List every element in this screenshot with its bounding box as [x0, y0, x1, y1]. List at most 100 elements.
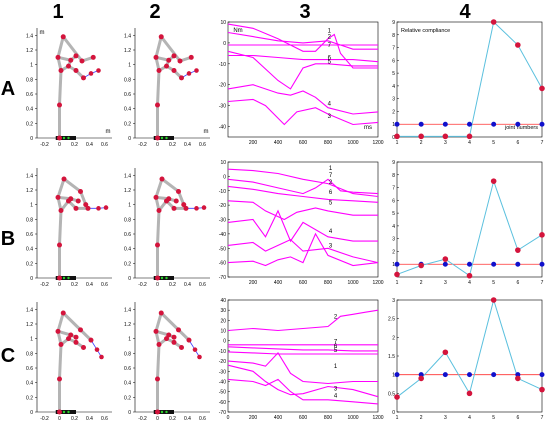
compliance-point — [539, 386, 545, 393]
skeleton-segment — [154, 311, 163, 333]
series-line-1 — [227, 351, 378, 385]
y-tick-label: -20 — [219, 83, 226, 89]
x-tick-label: 0 — [156, 416, 159, 422]
joint-marker — [173, 198, 179, 204]
y-tick-label: 40 — [220, 298, 226, 304]
series-label: 7 — [328, 43, 332, 49]
y-tick-label: 4 — [392, 224, 395, 230]
compliance-point — [490, 19, 497, 25]
compliance-line — [396, 298, 543, 398]
joint-marker — [158, 310, 164, 316]
skeleton-segment — [58, 69, 63, 107]
baseline-point — [394, 121, 400, 127]
joint-marker — [57, 102, 62, 108]
series-label: 2 — [329, 180, 333, 186]
baseline-point — [394, 372, 400, 378]
x-tick-label: 4 — [468, 140, 471, 146]
x-tick-label: 3 — [444, 140, 447, 146]
foot-bar — [55, 276, 76, 280]
x-tick-label: 0 — [58, 416, 61, 422]
joint-marker — [158, 34, 164, 40]
compliance-point — [394, 394, 400, 400]
baseline-point — [539, 261, 545, 267]
joint-marker — [159, 176, 165, 182]
series-label: 4 — [329, 229, 333, 235]
plot-frame — [227, 299, 379, 413]
joint-marker — [155, 242, 160, 248]
compliance-point — [442, 349, 449, 356]
joint-marker — [171, 334, 177, 340]
y-tick-label: 1 — [128, 337, 131, 343]
joint-marker — [81, 75, 86, 81]
joint-marker — [181, 202, 187, 208]
series-label: 7 — [334, 340, 338, 346]
y-tick-label: 5 — [392, 71, 395, 77]
baseline-point — [491, 372, 497, 378]
joint-marker — [186, 337, 192, 343]
series-label: 3 — [328, 114, 332, 120]
y-tick-label: 20 — [220, 318, 226, 324]
y-tick-label: 0.8 — [26, 351, 33, 357]
joint-marker — [194, 68, 199, 73]
x-tick-label: 3 — [444, 415, 447, 421]
y-tick-label: 0.4 — [26, 107, 33, 113]
compliance-point — [466, 272, 473, 279]
joint-marker — [155, 409, 160, 415]
y-tick-label: 0 — [392, 135, 395, 141]
baseline-point — [442, 121, 448, 127]
skeleton-segment — [160, 177, 180, 193]
compliance-point — [490, 178, 497, 184]
compliance-point — [539, 85, 545, 92]
joint-marker — [60, 310, 66, 316]
series-line-1 — [227, 23, 378, 69]
x-tick-label: 0 — [156, 142, 159, 148]
joint-marker — [88, 337, 94, 343]
y-tick-label: 0 — [128, 410, 131, 416]
skeleton-segment — [159, 35, 182, 63]
series-line-2 — [227, 178, 379, 195]
foot-bar — [55, 136, 76, 140]
series-line-4 — [227, 209, 378, 243]
y-tick-label: 1.4 — [26, 33, 33, 39]
joint-marker — [177, 58, 183, 64]
skeleton-panels: 0 0.2 0.4 0.6 0.8 1 1.2 1.4 -0.2 0 0.2 0.4 0.6 m m 0 0.2… — [26, 28, 210, 422]
y-tick-label: 0 — [223, 41, 226, 47]
x-tick-label: 2 — [420, 140, 423, 146]
y-tick-label: 0.6 — [26, 92, 33, 98]
foot-bar — [153, 410, 174, 414]
skeleton-segment — [154, 35, 163, 59]
y-tick-label: 5 — [392, 211, 395, 217]
x-tick-label: 1200 — [372, 140, 383, 146]
y-tick-label: -20 — [219, 359, 226, 365]
joint-marker — [73, 334, 79, 340]
y-tick-label: -50 — [219, 246, 226, 252]
x-tick-label: -0.2 — [40, 416, 49, 422]
foot-marker — [165, 276, 168, 280]
y-tick-label: -60 — [219, 261, 226, 267]
y-tick-label: -30 — [219, 104, 226, 110]
foot-marker — [67, 276, 70, 280]
x-tick-label: 3 — [444, 280, 447, 286]
series-line-6 — [228, 54, 379, 63]
joint-marker — [155, 135, 160, 141]
y-tick-label: 3 — [392, 237, 395, 243]
baseline-point — [467, 372, 472, 378]
series-line-6 — [227, 346, 378, 352]
y-tick-label: 0.2 — [124, 395, 131, 401]
compliance-point — [539, 232, 545, 238]
series-label: 3 — [334, 387, 338, 393]
x-tick-label: 0.6 — [101, 142, 108, 148]
joint-marker — [166, 196, 172, 202]
x-tick-label: 0 — [58, 282, 61, 288]
y-tick-label: 0.2 — [124, 121, 131, 127]
x-tick-label: 800 — [324, 140, 333, 146]
x-tick-label: -0.2 — [40, 282, 49, 288]
series-label: 6 — [334, 344, 338, 350]
x-tick-label: 7 — [541, 280, 544, 286]
joint-marker — [192, 347, 198, 352]
series-label: 6 — [329, 190, 333, 196]
joint-marker — [194, 206, 199, 211]
y-tick-label: -70 — [219, 275, 226, 281]
x-tick-label: 0.6 — [101, 282, 108, 288]
